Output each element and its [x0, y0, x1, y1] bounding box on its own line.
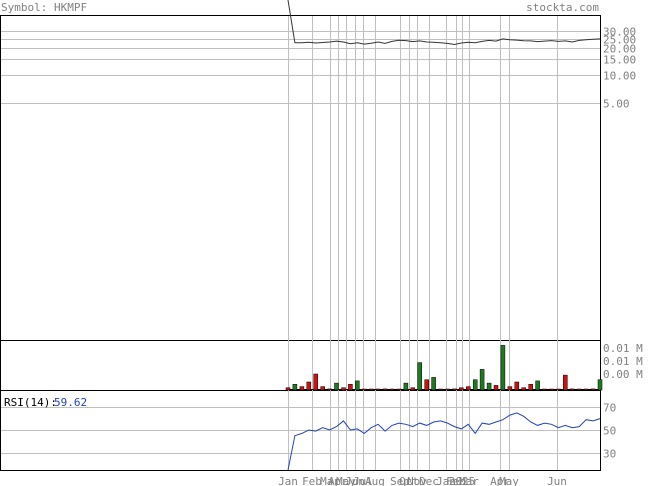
- symbol-label: Symbol: HKMPF: [1, 1, 87, 14]
- volume-bar: [590, 388, 596, 391]
- volume-bar: [466, 386, 471, 391]
- volume-tick-label: 0.00 M: [603, 368, 643, 381]
- volume-bar: [459, 387, 464, 391]
- price-tick-label: 15.00: [603, 54, 636, 67]
- x-tick-label: 2025: [449, 475, 476, 486]
- x-tick-label: Sep: [390, 475, 410, 486]
- x-tick-label: Jul: [353, 475, 373, 486]
- volume-bar: [563, 374, 568, 391]
- volume-tick-label: 0.01 M: [603, 342, 643, 355]
- rsi-panel-frame: [0, 390, 601, 471]
- volume-bar: [535, 380, 540, 391]
- x-tick-label: Apr: [328, 475, 348, 486]
- volume-bar: [493, 385, 499, 391]
- rsi-value: 59.62: [54, 396, 87, 409]
- volume-tick-label: 0.01 M: [603, 355, 643, 368]
- volume-bar: [389, 388, 395, 391]
- site-label[interactable]: stockta.com: [526, 1, 599, 14]
- volume-bar: [514, 381, 520, 391]
- volume-bar: [327, 388, 332, 391]
- price-tick-label: 5.00: [603, 98, 630, 111]
- volume-bar: [431, 377, 436, 391]
- volume-bar: [521, 387, 526, 391]
- volume-bar: [396, 388, 402, 391]
- volume-bar: [306, 381, 312, 391]
- volume-bar: [542, 388, 547, 391]
- volume-bar: [375, 388, 381, 391]
- volume-bar: [597, 379, 603, 391]
- x-tick-label: Dec: [419, 475, 439, 486]
- volume-bar: [285, 387, 291, 391]
- volume-bar: [528, 384, 533, 391]
- volume-bar: [341, 387, 346, 391]
- volume-bar: [348, 384, 353, 391]
- volume-bar: [583, 388, 589, 391]
- volume-bar: [472, 379, 478, 391]
- volume-bar: [507, 386, 513, 391]
- volume-bar: [576, 388, 582, 391]
- volume-bar: [292, 384, 298, 391]
- volume-bar: [570, 388, 575, 391]
- x-tick-label: Mar: [459, 475, 479, 486]
- volume-bar: [382, 388, 388, 391]
- x-tick-label: Aug: [365, 475, 385, 486]
- grid: [1, 16, 600, 470]
- x-tick-label: Jan: [436, 475, 456, 486]
- rsi-tick-label: 30: [603, 448, 616, 461]
- x-tick-label: Oct: [399, 475, 419, 486]
- volume-bar: [417, 362, 422, 391]
- x-tick-label: Mar: [320, 475, 340, 486]
- volume-bar: [556, 388, 561, 391]
- volume-bar: [452, 388, 457, 391]
- price-tick-label: 25.00: [603, 34, 636, 47]
- volume-bar: [299, 386, 305, 391]
- x-tick-label: Jun: [547, 475, 567, 486]
- price-tick-label: 10.00: [603, 70, 636, 83]
- x-tick-label: Nov: [407, 475, 427, 486]
- price-tick-label: 20.00: [603, 43, 636, 56]
- volume-bar: [410, 387, 416, 391]
- volume-bar: [355, 380, 360, 391]
- volume-bar: [445, 388, 450, 391]
- x-tick-label: Jun: [345, 475, 365, 486]
- rsi-tick-label: 50: [603, 425, 616, 438]
- volume-bar: [368, 388, 374, 391]
- x-tick-label: Apr: [490, 475, 510, 486]
- volume-bar: [549, 388, 554, 391]
- volume-bar: [438, 388, 443, 391]
- x-tick-label: Jan: [278, 475, 298, 486]
- volume-bar: [424, 379, 429, 391]
- volume-bar: [313, 373, 318, 391]
- price-panel-frame: [0, 15, 601, 341]
- price-tick-label: 30.00: [603, 26, 636, 39]
- x-tick-label: May: [336, 475, 356, 486]
- volume-bar: [334, 382, 339, 391]
- volume-panel-frame: [0, 340, 601, 391]
- volume-bar: [486, 382, 492, 391]
- x-tick-label: May: [499, 475, 519, 486]
- rsi-tick-label: 70: [603, 402, 616, 415]
- volume-bar: [500, 345, 506, 391]
- x-tick-label: Feb: [446, 475, 466, 486]
- rsi-series: [287, 412, 601, 471]
- rsi-label: RSI(14):: [4, 396, 57, 409]
- volume-bar: [403, 382, 409, 391]
- x-tick-label: Feb: [302, 475, 322, 486]
- volume-bar: [320, 386, 325, 391]
- price-series: [287, 0, 601, 46]
- price-line: [287, 0, 601, 46]
- rsi-line: [287, 412, 601, 471]
- volume-bars: [285, 345, 603, 391]
- volume-bar: [362, 388, 367, 391]
- volume-bar: [479, 369, 485, 391]
